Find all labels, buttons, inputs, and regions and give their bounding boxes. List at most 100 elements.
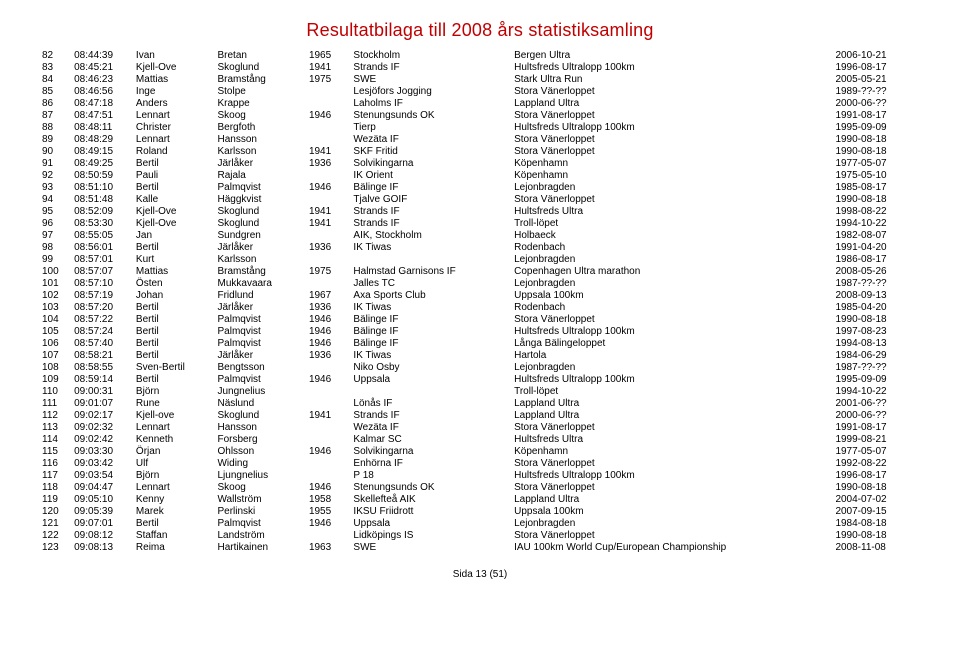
date-cell: 1996-08-17 bbox=[833, 61, 920, 73]
event-cell: Bergen Ultra bbox=[512, 49, 833, 61]
lastname-cell: Ljungnelius bbox=[215, 469, 306, 481]
table-row: 9808:56:01BertilJärlåker1936IK TiwasRode… bbox=[40, 241, 920, 253]
time-cell: 08:59:14 bbox=[72, 373, 134, 385]
page-footer: Sida 13 (51) bbox=[40, 569, 920, 580]
firstname-cell: Pauli bbox=[134, 169, 216, 181]
table-row: 10408:57:22BertilPalmqvist1946Bälinge IF… bbox=[40, 313, 920, 325]
rank-cell: 121 bbox=[40, 517, 72, 529]
firstname-cell: Staffan bbox=[134, 529, 216, 541]
lastname-cell: Bretan bbox=[215, 49, 306, 61]
year-cell: 1941 bbox=[307, 205, 351, 217]
date-cell: 2008-09-13 bbox=[833, 289, 920, 301]
date-cell: 1982-08-07 bbox=[833, 229, 920, 241]
club-cell: Strands IF bbox=[351, 61, 512, 73]
club-cell: Tjalve GOIF bbox=[351, 193, 512, 205]
event-cell: Hultsfreds Ultralopp 100km bbox=[512, 373, 833, 385]
date-cell: 2000-06-?? bbox=[833, 409, 920, 421]
time-cell: 09:05:39 bbox=[72, 505, 134, 517]
club-cell: Halmstad Garnisons IF bbox=[351, 265, 512, 277]
club-cell: Bälinge IF bbox=[351, 325, 512, 337]
club-cell: Tierp bbox=[351, 121, 512, 133]
time-cell: 09:03:42 bbox=[72, 457, 134, 469]
date-cell: 2001-06-?? bbox=[833, 397, 920, 409]
lastname-cell: Skoog bbox=[215, 481, 306, 493]
table-row: 8508:46:56IngeStolpeLesjöfors JoggingSto… bbox=[40, 85, 920, 97]
table-row: 9708:55:05JanSundgrenAIK, StockholmHolba… bbox=[40, 229, 920, 241]
club-cell: AIK, Stockholm bbox=[351, 229, 512, 241]
rank-cell: 102 bbox=[40, 289, 72, 301]
time-cell: 08:56:01 bbox=[72, 241, 134, 253]
year-cell: 1963 bbox=[307, 541, 351, 553]
event-cell: Rodenbach bbox=[512, 301, 833, 313]
event-cell: Hartola bbox=[512, 349, 833, 361]
time-cell: 08:51:10 bbox=[72, 181, 134, 193]
event-cell: Stora Vänerloppet bbox=[512, 145, 833, 157]
table-row: 11309:02:32LennartHanssonWezäta IFStora … bbox=[40, 421, 920, 433]
event-cell: Troll-löpet bbox=[512, 217, 833, 229]
firstname-cell: Ulf bbox=[134, 457, 216, 469]
year-cell bbox=[307, 529, 351, 541]
club-cell: IK Orient bbox=[351, 169, 512, 181]
club-cell: Stenungsunds OK bbox=[351, 109, 512, 121]
event-cell: Lejonbragden bbox=[512, 253, 833, 265]
rank-cell: 117 bbox=[40, 469, 72, 481]
table-row: 10508:57:24BertilPalmqvist1946Bälinge IF… bbox=[40, 325, 920, 337]
firstname-cell: Kenneth bbox=[134, 433, 216, 445]
rank-cell: 116 bbox=[40, 457, 72, 469]
year-cell: 1946 bbox=[307, 313, 351, 325]
lastname-cell: Bergfoth bbox=[215, 121, 306, 133]
table-row: 9908:57:01KurtKarlssonLejonbragden1986-0… bbox=[40, 253, 920, 265]
date-cell: 2008-11-08 bbox=[833, 541, 920, 553]
club-cell bbox=[351, 253, 512, 265]
club-cell: Skellefteå AIK bbox=[351, 493, 512, 505]
table-row: 11509:03:30ÖrjanOhlsson1946Solvikingarna… bbox=[40, 445, 920, 457]
date-cell: 2004-07-02 bbox=[833, 493, 920, 505]
year-cell bbox=[307, 421, 351, 433]
club-cell: Kalmar SC bbox=[351, 433, 512, 445]
event-cell: Lejonbragden bbox=[512, 517, 833, 529]
table-row: 8908:48:29LennartHanssonWezäta IFStora V… bbox=[40, 133, 920, 145]
club-cell: Strands IF bbox=[351, 217, 512, 229]
lastname-cell: Landström bbox=[215, 529, 306, 541]
rank-cell: 87 bbox=[40, 109, 72, 121]
rank-cell: 92 bbox=[40, 169, 72, 181]
time-cell: 08:47:18 bbox=[72, 97, 134, 109]
year-cell: 1946 bbox=[307, 517, 351, 529]
table-row: 8208:44:39IvanBretan1965StockholmBergen … bbox=[40, 49, 920, 61]
rank-cell: 122 bbox=[40, 529, 72, 541]
lastname-cell: Karlsson bbox=[215, 145, 306, 157]
table-row: 11709:03:54BjörnLjungneliusP 18Hultsfred… bbox=[40, 469, 920, 481]
year-cell bbox=[307, 133, 351, 145]
club-cell: IKSU Friidrott bbox=[351, 505, 512, 517]
date-cell: 1994-10-22 bbox=[833, 385, 920, 397]
lastname-cell: Järlåker bbox=[215, 301, 306, 313]
table-row: 9508:52:09Kjell-OveSkoglund1941Strands I… bbox=[40, 205, 920, 217]
club-cell: IK Tiwas bbox=[351, 349, 512, 361]
lastname-cell: Järlåker bbox=[215, 157, 306, 169]
firstname-cell: Bertil bbox=[134, 373, 216, 385]
event-cell: Stora Vänerloppet bbox=[512, 457, 833, 469]
event-cell: Troll-löpet bbox=[512, 385, 833, 397]
time-cell: 09:00:31 bbox=[72, 385, 134, 397]
club-cell: Wezäta IF bbox=[351, 133, 512, 145]
table-row: 12109:07:01BertilPalmqvist1946UppsalaLej… bbox=[40, 517, 920, 529]
firstname-cell: Johan bbox=[134, 289, 216, 301]
date-cell: 1997-08-23 bbox=[833, 325, 920, 337]
table-row: 11409:02:42KennethForsbergKalmar SCHults… bbox=[40, 433, 920, 445]
table-row: 12009:05:39MarekPerlinski1955IKSU Friidr… bbox=[40, 505, 920, 517]
time-cell: 08:46:56 bbox=[72, 85, 134, 97]
firstname-cell: Kenny bbox=[134, 493, 216, 505]
rank-cell: 104 bbox=[40, 313, 72, 325]
event-cell: Stora Vänerloppet bbox=[512, 109, 833, 121]
club-cell: Lesjöfors Jogging bbox=[351, 85, 512, 97]
table-row: 11109:01:07RuneNäslundLönås IFLappland U… bbox=[40, 397, 920, 409]
firstname-cell: Bertil bbox=[134, 325, 216, 337]
firstname-cell: Sven-Bertil bbox=[134, 361, 216, 373]
date-cell: 1987-??-?? bbox=[833, 361, 920, 373]
firstname-cell: Mattias bbox=[134, 73, 216, 85]
firstname-cell: Örjan bbox=[134, 445, 216, 457]
year-cell bbox=[307, 397, 351, 409]
year-cell bbox=[307, 385, 351, 397]
year-cell: 1946 bbox=[307, 373, 351, 385]
time-cell: 09:04:47 bbox=[72, 481, 134, 493]
